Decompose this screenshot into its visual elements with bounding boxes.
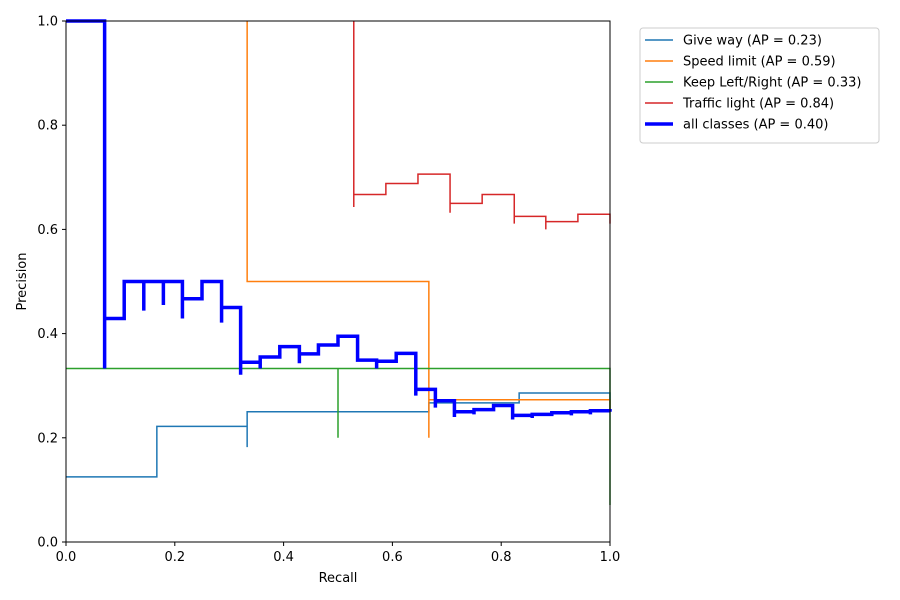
y-tick-label: 0.2 (37, 431, 58, 446)
x-axis-label: Recall (319, 571, 358, 586)
y-tick-label: 0.6 (37, 223, 58, 238)
y-tick-label: 0.0 (37, 536, 58, 551)
series-line-3 (353, 21, 611, 230)
x-tick-label: 0.8 (491, 550, 512, 565)
x-tick-label: 0.0 (56, 550, 77, 565)
plot-frame (65, 20, 611, 543)
y-tick-label: 0.8 (37, 119, 58, 134)
x-tick-label: 0.6 (382, 550, 403, 565)
x-tick-label: 0.4 (273, 550, 294, 565)
legend-label: Traffic light (AP = 0.84) (682, 97, 834, 112)
legend-label: Keep Left/Right (AP = 0.33) (683, 76, 861, 91)
series-line-4 (66, 19, 612, 420)
legend-label: all classes (AP = 0.40) (683, 118, 828, 133)
legend-label: Speed limit (AP = 0.59) (683, 55, 836, 70)
legend-box (639, 27, 880, 144)
legend-label: Give way (AP = 0.23) (683, 34, 822, 49)
y-tick-label: 0.4 (37, 327, 58, 342)
x-tick-label: 0.2 (164, 550, 185, 565)
y-tick-label: 1.0 (37, 15, 58, 30)
x-tick-label: 1.0 (600, 550, 621, 565)
y-axis-label: Precision (15, 252, 30, 310)
legend: Give way (AP = 0.23) Speed limit (AP = 0.… (639, 27, 880, 144)
